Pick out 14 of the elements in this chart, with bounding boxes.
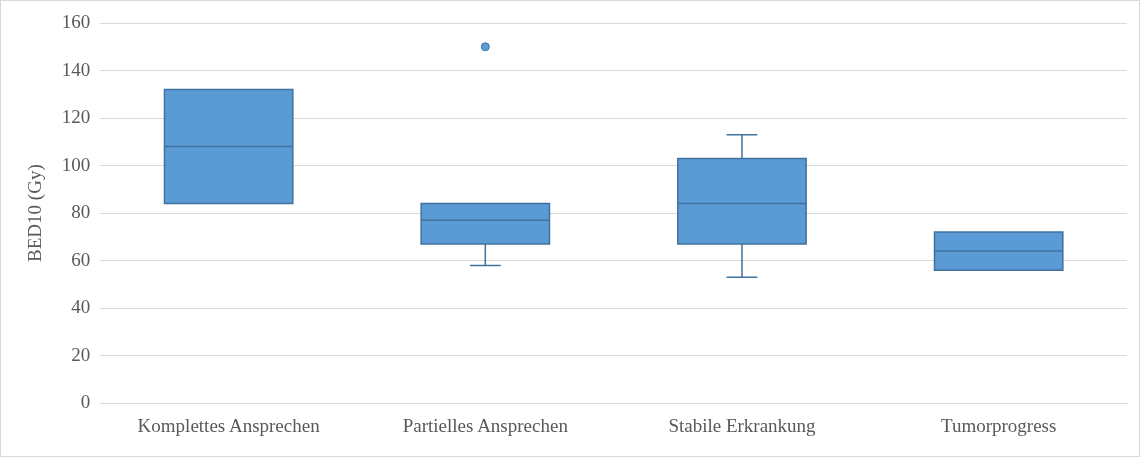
y-tick-label: 100 <box>61 153 91 175</box>
y-tick-label: 20 <box>71 343 91 365</box>
y-tick-label: 120 <box>61 106 91 128</box>
x-tick-label: Tumorprogress <box>940 414 1057 436</box>
y-tick-label: 80 <box>71 201 91 223</box>
y-tick-label: 140 <box>61 58 91 80</box>
x-tick-label: Stabile Erkrankung <box>668 414 817 436</box>
y-axis-title: BED10 (Gy) <box>24 164 47 262</box>
x-tick-label: Komplettes Ansprechen <box>137 414 321 436</box>
y-tick-label: 60 <box>71 248 91 270</box>
y-tick-label: 160 <box>61 10 91 32</box>
y-tick-label: 40 <box>71 296 91 318</box>
x-tick-label: Partielles Ansprechen <box>402 414 569 436</box>
y-tick-label: 0 <box>80 391 91 413</box>
